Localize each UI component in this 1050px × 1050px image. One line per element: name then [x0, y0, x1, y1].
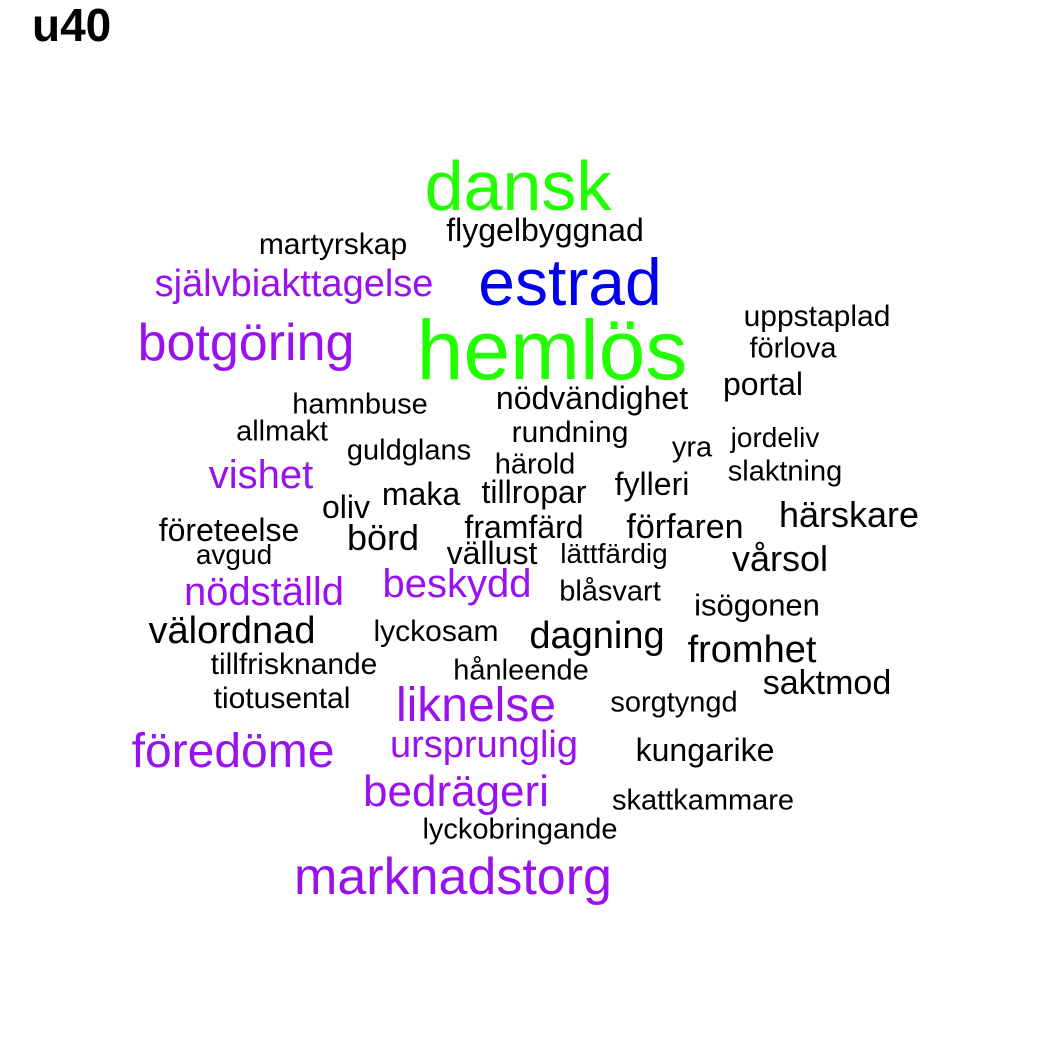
word-oliv: oliv — [321, 489, 371, 525]
word-forlova: förlova — [749, 332, 837, 365]
word-marknadstorg: marknadstorg — [294, 848, 612, 906]
word-slaktning: slaktning — [727, 455, 843, 488]
word-vallust: vällust — [446, 535, 538, 571]
word-flygelbyggnad: flygelbyggnad — [446, 212, 644, 248]
word-blasvart: blåsvart — [559, 575, 661, 608]
word-harold: härold — [494, 448, 576, 481]
word-botgoring: botgöring — [137, 314, 355, 372]
word-vishet: vishet — [208, 453, 314, 497]
word-harskare: härskare — [778, 494, 920, 535]
word-fylleri: fylleri — [614, 466, 690, 502]
word-dagning: dagning — [529, 615, 665, 657]
word-liknelse: liknelse — [395, 679, 557, 732]
word-framfard: framfärd — [464, 509, 584, 545]
word-guldglans: guldglans — [346, 434, 472, 467]
word-fromhet: fromhet — [687, 629, 817, 671]
word-tiotusental: tiotusental — [213, 682, 351, 715]
word-sorgtyngd: sorgtyngd — [610, 686, 738, 719]
word-foredome: föredöme — [131, 725, 335, 778]
word-uppstaplad: uppstaplad — [743, 300, 891, 333]
word-kungarike: kungarike — [635, 732, 775, 768]
word-portal: portal — [722, 366, 804, 402]
word-varsol: vårsol — [731, 538, 829, 579]
word-dansk: dansk — [424, 147, 612, 225]
word-maka: maka — [381, 476, 461, 512]
word-hemlos: hemlös — [416, 303, 688, 397]
word-lyckobringande: lyckobringande — [422, 813, 618, 846]
word-skattkammare: skattkammare — [611, 784, 795, 817]
word-martyrskap: martyrskap — [258, 228, 408, 261]
word-lyckosam: lyckosam — [373, 615, 499, 648]
word-tillfrisknande: tillfrisknande — [210, 648, 378, 681]
word-bord: börd — [346, 517, 420, 558]
word-ursprunglig: ursprunglig — [390, 724, 578, 766]
word-sjalvbiakttagelse: självbiakttagelse — [154, 263, 434, 305]
word-jordeliv: jordeliv — [730, 422, 820, 453]
word-saktmod: saktmod — [762, 664, 892, 702]
word-isogonen: isögonen — [694, 587, 820, 623]
word-valordnad: välordnad — [148, 610, 316, 652]
word-foreteelse: företeelse — [158, 512, 300, 548]
word-bedrageri: bedrägeri — [363, 767, 549, 816]
word-allmakt: allmakt — [236, 415, 328, 448]
word-avgud: avgud — [195, 539, 273, 570]
word-hanleende: hånleende — [453, 654, 589, 687]
word-lattfardig: lättfärdig — [560, 538, 668, 569]
word-hamnbuse: hamnbuse — [292, 388, 428, 421]
word-estrad: estrad — [478, 245, 662, 319]
word-yra: yra — [671, 431, 713, 464]
word-tillropar: tillropar — [481, 474, 587, 510]
word-rundning: rundning — [511, 416, 629, 449]
word-beskydd: beskydd — [382, 562, 532, 606]
word-nodvandighet: nödvändighet — [495, 380, 689, 416]
word-forfaren: förfaren — [626, 508, 744, 546]
panel-title: u40 — [32, 0, 112, 51]
word-nodstalld: nödställd — [183, 570, 345, 614]
